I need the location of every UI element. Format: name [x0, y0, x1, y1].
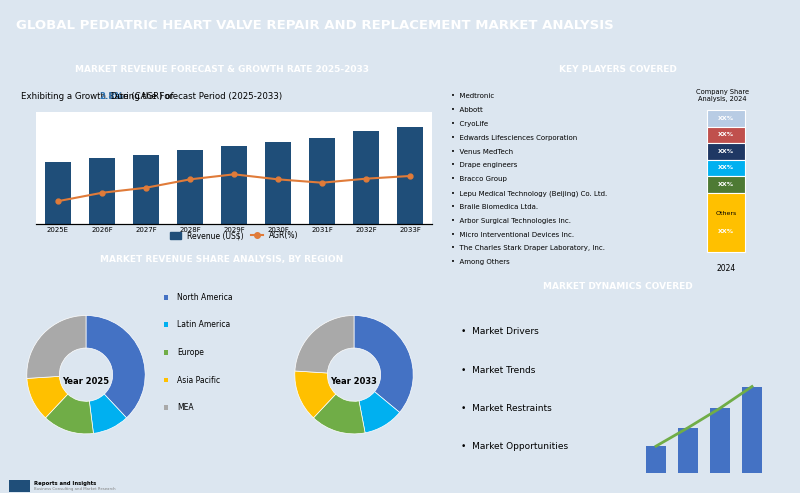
Text: Latin America: Latin America	[178, 320, 230, 329]
Text: •  CryoLife: • CryoLife	[451, 121, 488, 127]
Text: MARKET REVENUE FORECAST & GROWTH RATE 2025-2033: MARKET REVENUE FORECAST & GROWTH RATE 20…	[75, 65, 369, 74]
Wedge shape	[27, 316, 86, 379]
Bar	[265, 142, 291, 224]
Bar	[164, 378, 168, 383]
Text: •  Abbott: • Abbott	[451, 107, 482, 113]
Bar	[710, 408, 730, 473]
Legend: Revenue (US$), AGR(%): Revenue (US$), AGR(%)	[166, 228, 302, 243]
Bar	[706, 176, 745, 193]
Wedge shape	[27, 376, 68, 418]
Text: •  Medtronic: • Medtronic	[451, 93, 494, 99]
Bar	[706, 160, 745, 176]
Bar	[164, 322, 168, 327]
Bar	[353, 131, 379, 224]
Text: •  Market Trends: • Market Trends	[462, 365, 536, 375]
Bar	[646, 446, 666, 473]
Text: •  Market Opportunities: • Market Opportunities	[462, 442, 569, 451]
Bar	[164, 295, 168, 300]
Bar	[309, 138, 335, 224]
Text: MARKET DYNAMICS COVERED: MARKET DYNAMICS COVERED	[543, 282, 693, 291]
Text: Year 2025: Year 2025	[62, 377, 110, 387]
Text: North America: North America	[178, 293, 233, 302]
Bar	[89, 158, 115, 224]
Wedge shape	[46, 394, 94, 434]
Wedge shape	[90, 394, 126, 433]
Text: Exhibiting a Growth Rate (CAGR) of: Exhibiting a Growth Rate (CAGR) of	[21, 92, 176, 102]
Text: XX%: XX%	[718, 166, 734, 171]
Text: 2.8%: 2.8%	[99, 92, 123, 102]
Text: KEY PLAYERS COVERED: KEY PLAYERS COVERED	[559, 65, 677, 74]
Wedge shape	[86, 316, 145, 418]
Text: XX%: XX%	[718, 116, 734, 121]
Bar	[164, 405, 168, 410]
Text: Business Consulting and Market Research: Business Consulting and Market Research	[34, 487, 115, 491]
Text: •  Among Others: • Among Others	[451, 259, 510, 265]
Text: Year 2033: Year 2033	[330, 377, 378, 387]
Bar	[706, 193, 745, 252]
Bar	[706, 110, 745, 127]
Wedge shape	[359, 391, 400, 433]
Text: Others: Others	[715, 211, 737, 216]
Text: Asia Pacific: Asia Pacific	[178, 376, 221, 385]
Bar	[45, 162, 71, 224]
Text: MARKET REVENUE SHARE ANALYSIS, BY REGION: MARKET REVENUE SHARE ANALYSIS, BY REGION	[100, 255, 344, 264]
Text: Reports and Insights: Reports and Insights	[34, 481, 96, 486]
Text: •  Venus MedTech: • Venus MedTech	[451, 148, 513, 154]
Text: Company Share
Analysis, 2024: Company Share Analysis, 2024	[696, 89, 749, 103]
Text: GLOBAL PEDIATRIC HEART VALVE REPAIR AND REPLACEMENT MARKET ANALYSIS: GLOBAL PEDIATRIC HEART VALVE REPAIR AND …	[16, 19, 614, 33]
Text: •  Micro Interventional Devices Inc.: • Micro Interventional Devices Inc.	[451, 232, 574, 238]
Text: During the Forecast Period (2025-2033): During the Forecast Period (2025-2033)	[109, 92, 282, 102]
Bar	[678, 428, 698, 473]
Bar	[177, 150, 203, 224]
Text: •  Market Drivers: • Market Drivers	[462, 327, 539, 336]
Bar	[221, 146, 247, 224]
Text: XX%: XX%	[718, 182, 734, 187]
Text: •  Market Restraints: • Market Restraints	[462, 404, 552, 413]
Text: •  Edwards Lifesciences Corporation: • Edwards Lifesciences Corporation	[451, 135, 578, 141]
Wedge shape	[314, 394, 365, 434]
Text: •  The Charles Stark Draper Laboratory, Inc.: • The Charles Stark Draper Laboratory, I…	[451, 246, 605, 251]
Wedge shape	[295, 371, 336, 418]
Bar	[706, 143, 745, 160]
Text: •  Lepu Medical Technology (Beijing) Co. Ltd.: • Lepu Medical Technology (Beijing) Co. …	[451, 190, 607, 197]
Text: XX%: XX%	[718, 229, 734, 234]
Text: •  Bracco Group: • Bracco Group	[451, 176, 507, 182]
Bar	[742, 387, 762, 473]
Bar	[164, 350, 168, 355]
Wedge shape	[354, 316, 413, 413]
Text: 2024: 2024	[716, 264, 735, 273]
Bar	[9, 480, 30, 492]
Text: •  Drape engineers: • Drape engineers	[451, 162, 518, 168]
Text: Europe: Europe	[178, 348, 204, 357]
Text: XX%: XX%	[718, 149, 734, 154]
Text: MEA: MEA	[178, 403, 194, 412]
Bar	[397, 127, 423, 224]
Text: •  Braile Biomedica Ltda.: • Braile Biomedica Ltda.	[451, 204, 538, 210]
Wedge shape	[295, 316, 354, 373]
Bar	[133, 155, 159, 224]
Text: •  Arbor Surgical Technologies Inc.: • Arbor Surgical Technologies Inc.	[451, 218, 571, 224]
Text: XX%: XX%	[718, 133, 734, 138]
Bar	[706, 127, 745, 143]
